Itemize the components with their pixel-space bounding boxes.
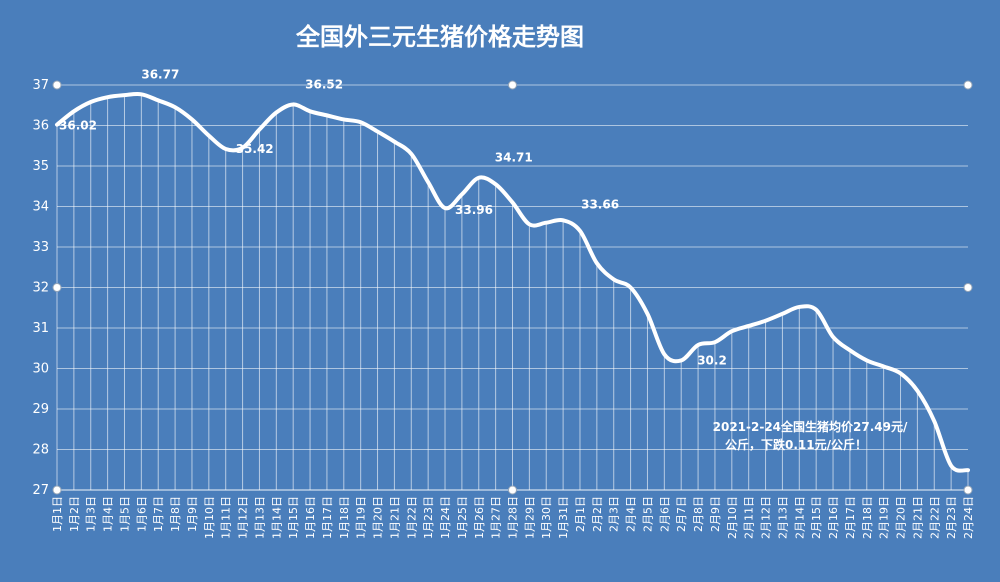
y-tick-label: 28 — [32, 443, 49, 458]
x-tick-label: 2月13日 — [776, 496, 789, 539]
x-tick-label: 2月11日 — [743, 496, 756, 539]
x-tick-label: 2月22日 — [928, 496, 941, 539]
selection-handle — [52, 485, 62, 495]
y-tick-label: 27 — [32, 483, 49, 498]
y-tick-label: 37 — [32, 78, 49, 93]
x-tick-label: 1月2日 — [68, 496, 81, 532]
x-tick-label: 1月25日 — [456, 496, 469, 539]
x-tick-label: 1月3日 — [85, 496, 98, 532]
x-tick-label: 2月24日 — [962, 496, 975, 539]
x-tick-label: 1月15日 — [287, 496, 300, 539]
y-tick-label: 34 — [32, 200, 49, 215]
x-tick-label: 1月5日 — [118, 496, 131, 532]
x-tick-label: 1月1日 — [51, 496, 64, 532]
x-tick-label: 2月5日 — [641, 496, 654, 532]
x-tick-label: 2月21日 — [911, 496, 924, 539]
annotation-line-1: 2021-2-24全国生猪均价27.49元/ — [713, 419, 908, 434]
x-tick-label: 1月11日 — [220, 496, 233, 539]
x-tick-label: 1月10日 — [203, 496, 216, 539]
y-tick-label: 33 — [32, 240, 49, 255]
x-tick-label: 1月17日 — [321, 496, 334, 539]
y-axis: 27 28 29 30 31 32 33 34 35 36 37 — [32, 78, 49, 498]
x-tick-label: 1月31日 — [557, 496, 570, 539]
x-tick-label: 2月17日 — [844, 496, 857, 539]
x-tick-label: 1月16日 — [304, 496, 317, 539]
y-tick-label: 31 — [32, 321, 49, 336]
drop-lines — [56, 94, 969, 490]
data-label: 35.42 — [236, 142, 274, 156]
x-tick-label: 2月14日 — [793, 496, 806, 539]
y-tick-label: 30 — [32, 362, 49, 377]
x-axis: 1月1日 1月2日 1月3日 1月4日 1月5日 1月6日 1月7日 1月8日 1月9日 1月10… — [51, 489, 975, 539]
x-tick-label: 2月2日 — [591, 496, 604, 532]
x-tick-label: 1月28日 — [507, 496, 520, 539]
x-tick-label: 1月12日 — [237, 496, 250, 539]
data-labels: 36.02 36.77 35.42 36.52 33.96 34.71 33.66 30.2 — [59, 67, 727, 367]
x-tick-label: 2月7日 — [675, 496, 688, 532]
x-tick-label: 1月18日 — [338, 496, 351, 539]
y-tick-label: 29 — [32, 402, 49, 417]
annotation-line-2: 公斤，下跌0.11元/公斤！ — [725, 437, 867, 452]
data-label: 33.96 — [455, 203, 493, 217]
price-line — [55, 92, 970, 473]
x-tick-label: 1月8日 — [169, 496, 182, 532]
selection-handle — [963, 283, 973, 292]
x-tick-label: 1月9日 — [186, 496, 199, 532]
x-tick-label: 2月20日 — [895, 496, 908, 539]
x-tick-label: 1月29日 — [523, 496, 536, 539]
x-tick-label: 2月23日 — [945, 496, 958, 539]
selection-handle — [508, 80, 517, 90]
x-tick-label: 1月27日 — [490, 496, 503, 539]
x-tick-label: 2月16日 — [827, 496, 840, 539]
data-label: 34.71 — [495, 151, 533, 165]
x-tick-label: 1月20日 — [372, 496, 385, 539]
selection-handle — [52, 80, 62, 90]
x-tick-label: 2月18日 — [861, 496, 874, 539]
y-tick-label: 35 — [32, 159, 49, 174]
data-label: 36.02 — [59, 119, 97, 133]
x-tick-label: 1月6日 — [135, 496, 148, 532]
x-tick-label: 2月4日 — [625, 496, 638, 532]
x-tick-label: 2月3日 — [608, 496, 621, 532]
selection-handle — [963, 80, 973, 90]
x-tick-label: 1月26日 — [473, 496, 486, 539]
x-tick-label: 1月23日 — [422, 496, 435, 539]
data-label: 33.66 — [581, 197, 619, 211]
x-tick-label: 1月14日 — [270, 496, 283, 539]
x-tick-label: 2月9日 — [709, 496, 722, 532]
x-tick-label: 2月12日 — [760, 496, 773, 539]
selection-handle — [963, 485, 973, 495]
x-tick-label: 2月1日 — [574, 496, 587, 532]
x-tick-label: 1月24日 — [439, 496, 452, 539]
x-tick-label: 1月22日 — [405, 496, 418, 539]
y-tick-label: 32 — [32, 281, 49, 296]
x-tick-label: 1月13日 — [253, 496, 266, 539]
x-tick-label: 1月4日 — [102, 496, 115, 532]
data-label: 30.2 — [697, 353, 727, 367]
x-tick-label: 1月30日 — [540, 496, 553, 539]
x-tick-label: 1月21日 — [388, 496, 401, 539]
data-label: 36.77 — [141, 67, 179, 81]
data-label: 36.52 — [305, 77, 343, 91]
selection-handle — [508, 485, 517, 495]
selection-handles — [52, 80, 973, 495]
y-tick-label: 36 — [32, 119, 49, 134]
x-tick-label: 2月15日 — [810, 496, 823, 539]
selection-handle — [52, 283, 62, 292]
x-tick-label: 1月7日 — [152, 496, 165, 532]
x-tick-label: 2月10日 — [726, 496, 739, 539]
x-tick-label: 2月8日 — [692, 496, 705, 532]
x-tick-label: 2月19日 — [878, 496, 891, 539]
x-tick-label: 1月19日 — [355, 496, 368, 539]
x-tick-label: 2月6日 — [658, 496, 671, 532]
chart-title: 全国外三元生猪价格走势图 — [295, 23, 584, 51]
series-price — [55, 92, 970, 473]
